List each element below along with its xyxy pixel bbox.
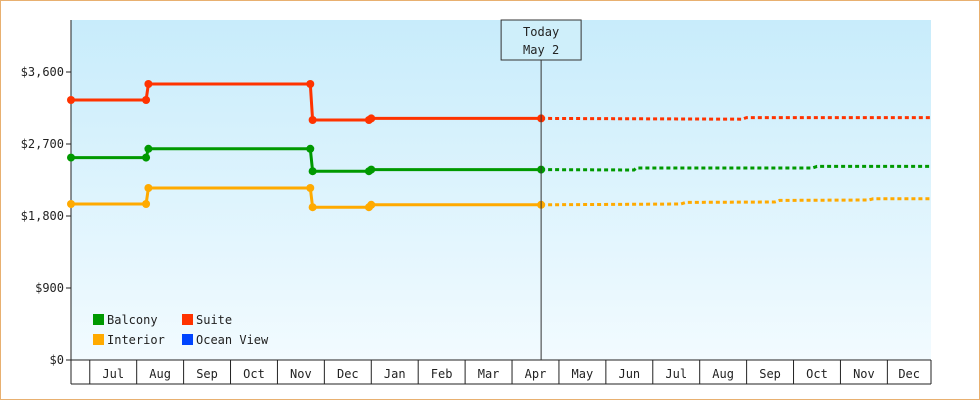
x-tick-label: Nov xyxy=(290,367,312,381)
data-point-interior xyxy=(67,200,75,208)
series-layer xyxy=(67,80,931,212)
today-marker: Today May 2 xyxy=(500,19,582,360)
y-tick-label: $1,800 xyxy=(21,209,64,223)
legend: Balcony Suite Interior Ocean View xyxy=(93,313,269,347)
series-projection-interior xyxy=(541,197,931,207)
x-tick-label: Jul xyxy=(102,367,124,381)
data-point-suite xyxy=(367,114,376,123)
x-tick-label: Dec xyxy=(898,367,920,381)
y-axis: $0 $900 $1,800 $2,700 $3,600 xyxy=(21,20,72,367)
data-point-interior xyxy=(306,184,315,192)
series-projection-balcony xyxy=(541,164,931,172)
data-point-balcony xyxy=(144,144,153,153)
data-point-interior xyxy=(142,200,151,208)
series-projection-suite xyxy=(541,116,931,121)
data-point-balcony xyxy=(367,165,376,174)
data-point-suite xyxy=(308,116,317,124)
data-point-balcony xyxy=(67,153,75,162)
legend-swatch-interior xyxy=(93,334,104,345)
x-tick-label: Aug xyxy=(149,367,171,381)
y-tick-label: $0 xyxy=(50,353,64,367)
legend-swatch-suite xyxy=(182,314,193,325)
x-tick-label: Jul xyxy=(665,367,687,381)
x-tick-label: Sep xyxy=(196,367,218,381)
x-tick-label: Aug xyxy=(712,367,734,381)
data-point-interior xyxy=(367,200,376,209)
x-tick-label: Feb xyxy=(431,367,453,381)
data-point-balcony xyxy=(142,153,151,162)
legend-label-balcony: Balcony xyxy=(107,313,158,327)
x-axis: Jul Aug Sep Oct Nov Dec Jan Feb Mar Apr May Jun Jul A… xyxy=(70,359,932,385)
data-point-suite xyxy=(306,80,315,88)
data-point-suite xyxy=(67,96,75,104)
today-label: Today xyxy=(523,25,559,39)
legend-swatch-balcony xyxy=(93,314,104,325)
legend-label-interior: Interior xyxy=(107,333,165,347)
x-tick-label: Jan xyxy=(384,367,406,381)
data-point-interior xyxy=(308,203,317,212)
today-box xyxy=(500,19,582,61)
data-point-interior xyxy=(144,184,153,192)
legend-swatch-ocean-view xyxy=(182,334,193,345)
data-point-balcony xyxy=(308,167,317,176)
x-tick-label: May xyxy=(572,367,594,381)
x-tick-label: Mar xyxy=(478,367,500,381)
legend-label-ocean-view: Ocean View xyxy=(196,333,269,347)
x-tick-label: Jun xyxy=(618,367,640,381)
plot-area xyxy=(71,20,931,360)
y-tick-label: $2,700 xyxy=(21,137,64,151)
x-tick-label: Oct xyxy=(806,367,828,381)
y-tick-label: $900 xyxy=(35,281,64,295)
y-tick-label: $3,600 xyxy=(21,65,64,79)
x-tick-label: Dec xyxy=(337,367,359,381)
data-point-balcony xyxy=(306,144,315,153)
x-tick-label: Oct xyxy=(243,367,265,381)
data-point-suite xyxy=(144,80,153,88)
x-tick-label: Sep xyxy=(759,367,781,381)
today-date: May 2 xyxy=(523,43,559,57)
legend-label-suite: Suite xyxy=(196,313,232,327)
x-tick-label: Apr xyxy=(525,367,547,381)
x-tick-label: Nov xyxy=(853,367,875,381)
data-point-suite xyxy=(142,96,151,104)
